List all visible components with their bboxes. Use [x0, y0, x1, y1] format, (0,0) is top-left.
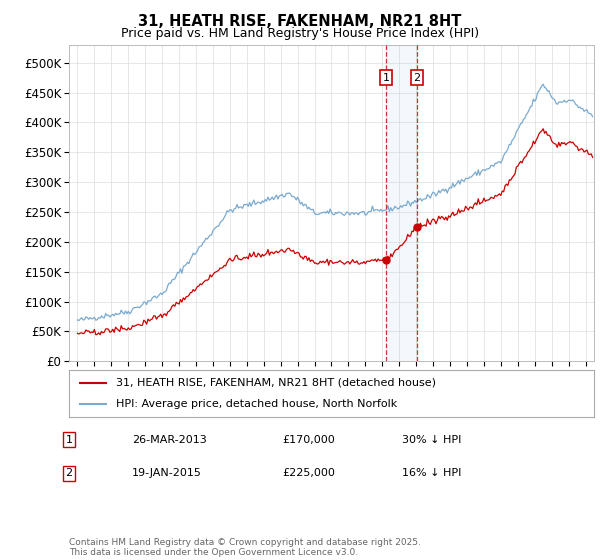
Text: Contains HM Land Registry data © Crown copyright and database right 2025.
This d: Contains HM Land Registry data © Crown c…: [69, 538, 421, 557]
Text: 19-JAN-2015: 19-JAN-2015: [132, 468, 202, 478]
Text: £170,000: £170,000: [282, 435, 335, 445]
Bar: [386, 45, 417, 361]
Text: £225,000: £225,000: [282, 468, 335, 478]
Text: Price paid vs. HM Land Registry's House Price Index (HPI): Price paid vs. HM Land Registry's House …: [121, 27, 479, 40]
Text: 2: 2: [65, 468, 73, 478]
Text: 30% ↓ HPI: 30% ↓ HPI: [402, 435, 461, 445]
Text: 26-MAR-2013: 26-MAR-2013: [132, 435, 207, 445]
Text: 1: 1: [383, 73, 390, 83]
Text: 31, HEATH RISE, FAKENHAM, NR21 8HT: 31, HEATH RISE, FAKENHAM, NR21 8HT: [139, 14, 461, 29]
Text: 1: 1: [65, 435, 73, 445]
Text: HPI: Average price, detached house, North Norfolk: HPI: Average price, detached house, Nort…: [116, 399, 398, 409]
Text: 16% ↓ HPI: 16% ↓ HPI: [402, 468, 461, 478]
Text: 31, HEATH RISE, FAKENHAM, NR21 8HT (detached house): 31, HEATH RISE, FAKENHAM, NR21 8HT (deta…: [116, 378, 436, 388]
Text: 2: 2: [413, 73, 421, 83]
